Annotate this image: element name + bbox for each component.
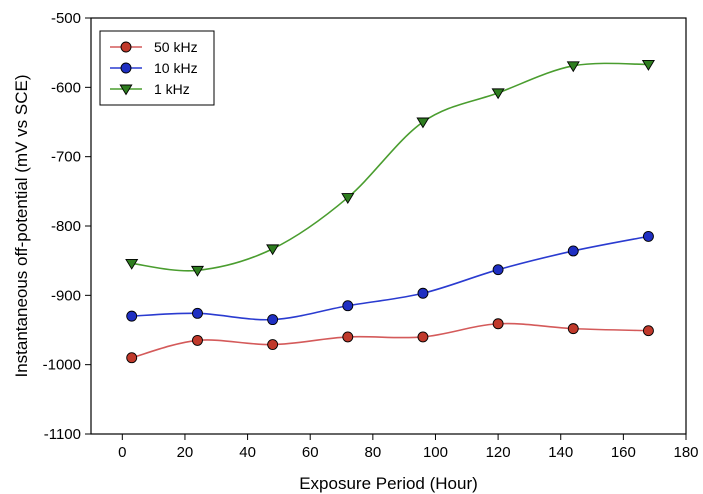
y-tick-label: -900 <box>51 287 81 304</box>
data-point <box>192 307 203 319</box>
series-10-khz <box>126 230 654 326</box>
legend-entry: 50 kHz <box>110 39 198 55</box>
y-tick-label: -500 <box>51 10 81 27</box>
data-point <box>192 334 203 346</box>
series-50-khz <box>126 318 654 364</box>
y-tick-label: -600 <box>51 79 81 96</box>
data-point <box>341 193 355 204</box>
data-point <box>342 331 354 343</box>
x-tick-label: 100 <box>423 444 448 461</box>
axes-layer: 0 20 40 60 80 100 120 140 160 180 -1100 -1000 -900 -8… <box>43 10 699 461</box>
data-point <box>125 258 139 270</box>
legend-entry: 1 kHz <box>110 81 190 97</box>
data-point <box>417 331 429 343</box>
data-point <box>126 310 138 322</box>
x-tick-label: 120 <box>486 444 511 461</box>
data-point <box>641 60 655 71</box>
legend-marker <box>120 41 132 53</box>
data-point <box>492 318 504 330</box>
data-point <box>567 323 579 335</box>
series-line <box>131 322 649 359</box>
data-point <box>491 88 505 100</box>
y-tick-label: -1000 <box>43 357 81 374</box>
y-axis-title: Instantaneous off-potential (mV vs SCE) <box>12 74 31 377</box>
data-point <box>566 61 580 73</box>
legend-entry: 10 kHz <box>110 60 198 76</box>
y-tick-label: -1100 <box>44 426 81 443</box>
legend: 50 kHz 10 kHz 1 kHz <box>99 30 215 106</box>
series-line <box>131 62 649 272</box>
data-point <box>126 352 138 364</box>
x-tick-label: 80 <box>364 444 381 461</box>
data-point <box>342 300 354 312</box>
data-point <box>267 314 279 326</box>
x-tick-label: 140 <box>548 444 573 461</box>
legend-label: 10 kHz <box>154 60 198 76</box>
x-tick-label: 180 <box>673 444 698 461</box>
data-point <box>642 325 654 337</box>
data-point <box>492 264 504 276</box>
legend-marker <box>120 62 132 74</box>
series-layer <box>125 60 655 364</box>
legend-label: 50 kHz <box>154 39 198 55</box>
data-point <box>417 287 429 299</box>
data-point <box>567 245 579 257</box>
data-point <box>416 117 430 129</box>
x-axis-title: Exposure Period (Hour) <box>299 474 478 493</box>
series-line <box>131 235 649 321</box>
series-1-khz <box>125 60 655 277</box>
legend-marker <box>119 84 133 96</box>
data-point <box>642 230 654 242</box>
y-tick-label: -700 <box>51 149 81 166</box>
x-tick-label: 60 <box>302 444 319 461</box>
y-tick-label: -800 <box>51 218 81 235</box>
data-point <box>190 265 205 277</box>
x-tick-label: 20 <box>177 444 194 461</box>
legend-label: 1 kHz <box>154 81 190 97</box>
data-point <box>266 244 280 256</box>
x-tick-label: 40 <box>239 444 256 461</box>
x-tick-label: 0 <box>118 444 126 461</box>
data-point <box>267 339 279 351</box>
x-tick-label: 160 <box>611 444 636 461</box>
